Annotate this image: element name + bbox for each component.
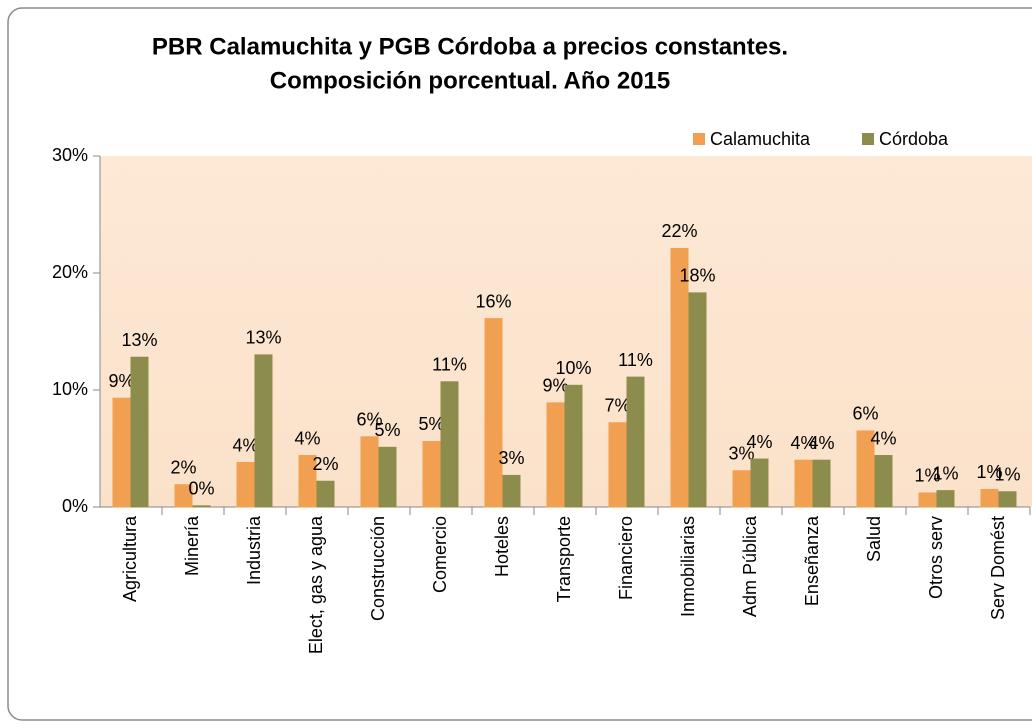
y-tick-label: 20%: [52, 262, 88, 282]
data-label: 4%: [294, 428, 320, 448]
x-tick-label: Industria: [244, 515, 264, 585]
data-label: 9%: [108, 371, 134, 391]
bar: [422, 440, 441, 508]
bar: [316, 480, 335, 508]
bar: [360, 436, 379, 508]
data-label: 3%: [728, 443, 754, 463]
x-tick-label: Minería: [182, 515, 202, 576]
data-label: 4%: [790, 433, 816, 453]
y-tick-label: 0%: [62, 496, 88, 516]
bar: [502, 474, 521, 508]
x-tick-label: Enseñanza: [802, 515, 822, 606]
data-label: 4%: [746, 432, 772, 452]
bar: [378, 446, 397, 508]
bar: [130, 356, 149, 508]
legend-swatch: [693, 133, 705, 145]
data-label: 1%: [914, 466, 940, 486]
data-label: 1%: [994, 465, 1020, 485]
data-label: 0%: [188, 479, 214, 499]
bar: [626, 376, 645, 508]
bar: [732, 470, 751, 508]
x-tick-label: Salud: [864, 516, 884, 562]
legend-label: Córdoba: [879, 129, 949, 149]
x-tick-label: Serv Domést: [988, 516, 1008, 620]
data-label: 13%: [245, 328, 281, 348]
data-label: 13%: [121, 330, 157, 350]
y-tick-label: 30%: [52, 145, 88, 165]
bar: [484, 318, 503, 508]
data-label: 1%: [976, 462, 1002, 482]
data-label: 4%: [870, 428, 896, 448]
chart-title: PBR Calamuchita y PGB Córdoba a precios …: [152, 33, 788, 60]
bar: [254, 354, 273, 508]
bar: [688, 292, 707, 508]
data-label: 2%: [312, 454, 338, 474]
data-label: 6%: [852, 404, 878, 424]
legend-label: Calamuchita: [710, 129, 811, 149]
bar: [918, 492, 937, 508]
x-tick-label: Hoteles: [492, 516, 512, 577]
y-tick-label: 10%: [52, 379, 88, 399]
data-label: 10%: [555, 358, 591, 378]
data-label: 9%: [542, 376, 568, 396]
legend-swatch: [862, 133, 874, 145]
data-label: 4%: [232, 435, 258, 455]
bar: [812, 459, 831, 508]
chart-title: Composición porcentual. Año 2015: [270, 67, 671, 94]
x-tick-label: Agricultura: [120, 515, 140, 602]
bar: [608, 422, 627, 508]
bar: [112, 397, 131, 508]
bar: [998, 491, 1017, 508]
data-label: 22%: [661, 221, 697, 241]
x-tick-label: Comercio: [430, 516, 450, 593]
bar: [298, 455, 317, 508]
data-label: 6%: [356, 410, 382, 430]
bar: [750, 458, 769, 508]
x-tick-label: Transporte: [554, 516, 574, 602]
data-label: 11%: [432, 355, 467, 375]
bar: [236, 462, 255, 508]
data-label: 16%: [475, 291, 511, 311]
bar: [856, 430, 875, 508]
x-tick-label: Financiero: [616, 516, 636, 600]
data-label: 7%: [604, 396, 630, 416]
data-label: 5%: [418, 414, 444, 434]
bar: [440, 381, 459, 508]
x-tick-label: Adm Pública: [740, 515, 760, 617]
bar: [980, 488, 999, 508]
x-tick-label: Otros serv: [926, 516, 946, 599]
data-label: 1%: [932, 463, 958, 483]
data-label: 18%: [679, 266, 715, 286]
bar: [794, 459, 813, 508]
bar: [874, 455, 893, 508]
data-label: 2%: [170, 458, 196, 478]
data-label: 4%: [808, 433, 834, 453]
bar: [936, 490, 955, 508]
data-label: 11%: [618, 350, 653, 370]
bar: [564, 384, 583, 508]
bar: [670, 247, 689, 508]
bar: [546, 402, 565, 508]
data-label: 3%: [498, 448, 524, 468]
x-tick-label: Elect, gas y agua: [306, 515, 326, 654]
bar: [174, 484, 193, 508]
bar: [192, 505, 211, 508]
x-tick-label: Construcción: [368, 516, 388, 621]
data-label: 5%: [374, 420, 400, 440]
x-tick-label: Inmobiliarias: [678, 516, 698, 617]
